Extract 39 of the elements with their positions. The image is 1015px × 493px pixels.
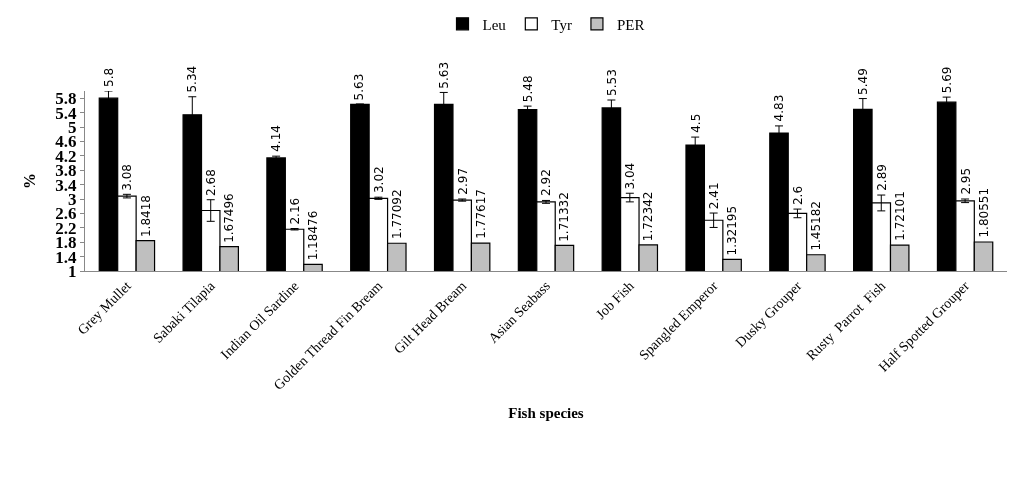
data-label: 2.95 — [958, 167, 973, 195]
data-label: 5.34 — [185, 65, 200, 93]
data-label: 5.49 — [855, 68, 870, 95]
data-label: 2.92 — [539, 169, 554, 196]
data-label: 1.71332 — [557, 192, 572, 242]
data-label: 1.80551 — [976, 187, 991, 238]
data-label: 3.02 — [371, 166, 386, 194]
data-label: 4.14 — [269, 125, 284, 152]
data-label: 5.53 — [604, 69, 619, 96]
data-label: 2.41 — [707, 182, 722, 210]
data-label: 3.04 — [623, 162, 638, 190]
data-label: 1.67496 — [222, 193, 237, 243]
data-label: 1.72101 — [892, 191, 907, 241]
data-label: 2.68 — [203, 169, 218, 196]
data-label: 3.08 — [120, 164, 135, 191]
x-axis-title: Fish species — [508, 404, 584, 421]
data-label: 1.32195 — [724, 205, 739, 256]
data-label: 1.77617 — [473, 189, 488, 239]
data-label: 4.5 — [688, 113, 703, 133]
data-label: 5.48 — [520, 75, 535, 103]
data-label: 5.63 — [436, 61, 451, 89]
legend-label: PER — [616, 16, 645, 33]
data-label: 5.8 — [101, 67, 116, 87]
data-label: 5.63 — [352, 73, 367, 101]
legend-label: Leu — [482, 16, 507, 33]
data-label: 1.18476 — [305, 210, 320, 261]
data-label: 1.77092 — [389, 189, 404, 240]
data-label: 2.16 — [287, 197, 302, 225]
data-label: 5.69 — [940, 66, 955, 94]
y-axis-title: % — [21, 173, 39, 189]
data-label: 1.8418 — [138, 195, 153, 238]
data-label: 2.89 — [874, 164, 889, 191]
data-label: 2.97 — [455, 167, 470, 195]
legend-label: Tyr — [551, 16, 572, 33]
x-tick-label: Job Fish — [593, 278, 637, 323]
data-label: 1.72342 — [641, 191, 656, 242]
data-label: 1.45182 — [809, 201, 824, 251]
data-label: 2.6 — [790, 185, 805, 206]
data-label: 4.83 — [771, 94, 786, 122]
